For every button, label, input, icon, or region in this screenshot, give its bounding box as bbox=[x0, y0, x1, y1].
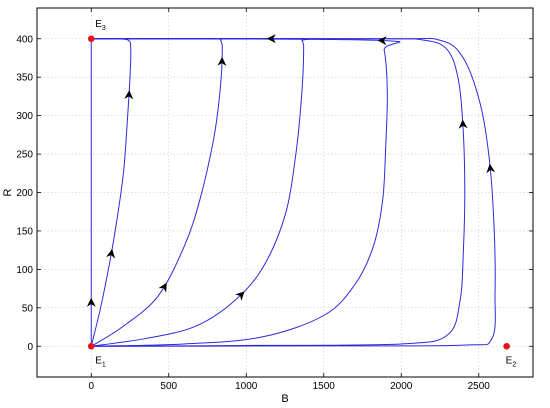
y-tick-label: 150 bbox=[16, 226, 33, 237]
y-tick-label: 100 bbox=[16, 265, 33, 276]
trajectory-line-4 bbox=[91, 38, 311, 347]
axis-ticks: 0 500 1000 1500 2000 2500 0 50 100 150 200 250 300 35… bbox=[16, 8, 533, 392]
equilibrium-label-1: E1 bbox=[95, 355, 106, 368]
trajectory-arrows bbox=[86, 34, 496, 307]
y-tick-label: 200 bbox=[16, 188, 33, 199]
x-tick-label: 1500 bbox=[313, 381, 336, 392]
y-tick-label: 0 bbox=[27, 342, 33, 353]
equilibrium-point-1 bbox=[87, 342, 95, 350]
equilibrium-label-2: E2 bbox=[506, 355, 517, 368]
y-tick-label: 400 bbox=[16, 34, 33, 45]
trajectories bbox=[90, 37, 496, 347]
x-tick-label: 2500 bbox=[468, 381, 491, 392]
x-axis-label: B bbox=[281, 393, 288, 405]
y-tick-label: 50 bbox=[22, 303, 34, 314]
equilibrium-point-3 bbox=[87, 35, 95, 43]
x-tick-label: 2000 bbox=[390, 381, 413, 392]
y-tick-label: 300 bbox=[16, 111, 33, 122]
trajectory-line-5 bbox=[91, 38, 401, 347]
direction-arrow-3-1 bbox=[158, 282, 167, 293]
y-tick-label: 350 bbox=[16, 73, 33, 84]
equilibrium-point-2 bbox=[503, 342, 510, 350]
trajectory-line-7 bbox=[91, 37, 496, 347]
x-tick-label: 500 bbox=[160, 381, 177, 392]
x-tick-label: 1000 bbox=[235, 381, 258, 392]
direction-arrow-4-1 bbox=[234, 291, 245, 301]
x-tick-label: 0 bbox=[88, 381, 94, 392]
y-tick-label: 250 bbox=[16, 150, 33, 161]
grid bbox=[37, 8, 533, 377]
y-axis-label: R bbox=[2, 188, 14, 196]
equilibrium-label-3: E3 bbox=[95, 19, 106, 32]
equilibrium-points: E1 E2 E3 bbox=[87, 19, 517, 368]
